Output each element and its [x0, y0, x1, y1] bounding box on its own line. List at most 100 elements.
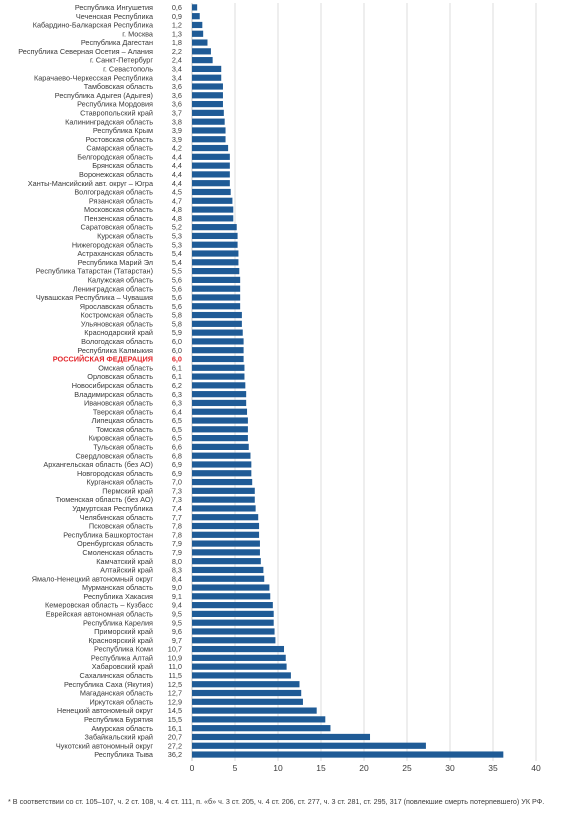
value-label: 3,6: [172, 100, 182, 109]
value-label: 1,3: [172, 29, 182, 38]
value-label: 5,6: [172, 293, 182, 302]
category-label: Ульяновская область: [81, 319, 153, 328]
bar: [192, 232, 238, 240]
category-label: Республика Дагестан: [81, 38, 153, 47]
bar: [192, 645, 285, 653]
x-tick-label: 10: [273, 763, 283, 773]
x-tick-label: 40: [531, 763, 541, 773]
category-label: Челябинская область: [80, 513, 153, 522]
bar: [192, 285, 241, 292]
value-label: 9,5: [172, 618, 182, 627]
category-label: Ставропольский край: [80, 108, 153, 117]
bar: [192, 153, 230, 160]
bar: [192, 109, 224, 116]
bar: [192, 610, 274, 618]
category-label: Липецкая область: [92, 416, 154, 425]
bar: [192, 540, 260, 547]
category-label: Свердловская область: [75, 451, 153, 460]
category-label: Ямало-Ненецкий автономный округ: [32, 574, 154, 583]
bar: [192, 487, 255, 494]
bar: [192, 549, 260, 556]
category-label: Кабардино-Балкарская Республика: [33, 21, 154, 30]
category-label: Республика Карелия: [83, 618, 153, 627]
value-label: 3,6: [172, 91, 182, 100]
category-label: Камчатский край: [96, 557, 153, 566]
value-label: 6,5: [172, 425, 182, 434]
category-label: Новосибирская область: [72, 381, 153, 390]
category-label: Брянская область: [92, 161, 153, 170]
bar: [192, 637, 276, 644]
value-label: 3,9: [172, 126, 182, 135]
value-label: 4,4: [172, 179, 182, 188]
footnote: * В соответствии со ст. 105–107, ч. 2 ст…: [8, 797, 545, 806]
bar: [192, 162, 230, 169]
category-label: Чеченская Республика: [76, 12, 154, 21]
value-label: 12,7: [168, 689, 182, 698]
value-label: 5,4: [172, 258, 182, 267]
value-label: 2,4: [172, 56, 182, 65]
category-label: Республика Алтай: [91, 653, 153, 662]
x-tick-label: 30: [445, 763, 455, 773]
bar: [192, 619, 274, 626]
category-label: Ненецкий автономный округ: [57, 706, 153, 715]
value-label: 7,9: [172, 539, 182, 548]
x-tick-label: 35: [488, 763, 498, 773]
category-label: Псковская область: [89, 522, 153, 531]
bar: [192, 505, 256, 512]
category-label: Сахалинская область: [80, 671, 154, 680]
value-label: 6,3: [172, 390, 182, 399]
category-label: Самарская область: [86, 144, 153, 153]
value-label: 7,8: [172, 530, 182, 539]
value-label: 9,7: [172, 636, 182, 645]
category-label: Республика Татарстан (Татарстан): [36, 267, 153, 276]
category-label: Удмуртская Республика: [72, 504, 154, 513]
value-label: 0,9: [172, 12, 182, 21]
value-label: 4,8: [172, 214, 182, 223]
value-label: 7,0: [172, 478, 182, 487]
bar: [192, 338, 244, 345]
value-label: 9,4: [172, 601, 182, 610]
value-label: 8,0: [172, 557, 182, 566]
bar: [192, 355, 244, 363]
category-label: Пензенская область: [84, 214, 153, 223]
value-label: 5,5: [172, 267, 182, 276]
bar: [192, 347, 244, 354]
bar: [192, 188, 231, 196]
x-tick-label: 0: [190, 763, 195, 773]
x-tick-label: 20: [359, 763, 369, 773]
category-label: г. Москва: [122, 29, 154, 38]
value-label: 6,5: [172, 416, 182, 425]
value-label: 1,8: [172, 38, 182, 47]
bar: [192, 100, 223, 108]
category-label: РОССИЙСКАЯ ФЕДЕРАЦИЯ: [53, 355, 153, 364]
value-label: 16,1: [168, 724, 182, 733]
value-label: 9,0: [172, 583, 182, 592]
category-label: Томская область: [96, 425, 153, 434]
value-label: 3,4: [172, 73, 182, 82]
value-label: 5,4: [172, 249, 182, 258]
bar: [192, 654, 286, 661]
bar: [192, 514, 259, 521]
bar: [192, 382, 246, 389]
category-label: Приморский край: [94, 627, 153, 636]
category-label: Костромская область: [81, 311, 154, 320]
category-label: Хабаровский край: [92, 662, 153, 671]
bar: [192, 725, 331, 732]
bar: [192, 408, 248, 415]
value-label: 15,5: [168, 715, 182, 724]
category-label: Республика Крым: [93, 126, 153, 135]
category-label: Волгоградская область: [74, 188, 153, 197]
value-label: 6,9: [172, 460, 182, 469]
value-label: 27,2: [168, 741, 182, 750]
value-label: 4,5: [172, 188, 182, 197]
value-label: 6,0: [172, 346, 182, 355]
value-label: 8,3: [172, 566, 182, 575]
bar: [192, 707, 317, 714]
category-label: Нижегородская область: [72, 240, 153, 249]
bar: [192, 127, 226, 134]
value-label: 6,3: [172, 399, 182, 408]
value-label: 11,0: [168, 662, 182, 671]
bar: [192, 39, 208, 46]
category-label: Республика Бурятия: [84, 715, 153, 724]
category-label: Рязанская область: [89, 196, 153, 205]
